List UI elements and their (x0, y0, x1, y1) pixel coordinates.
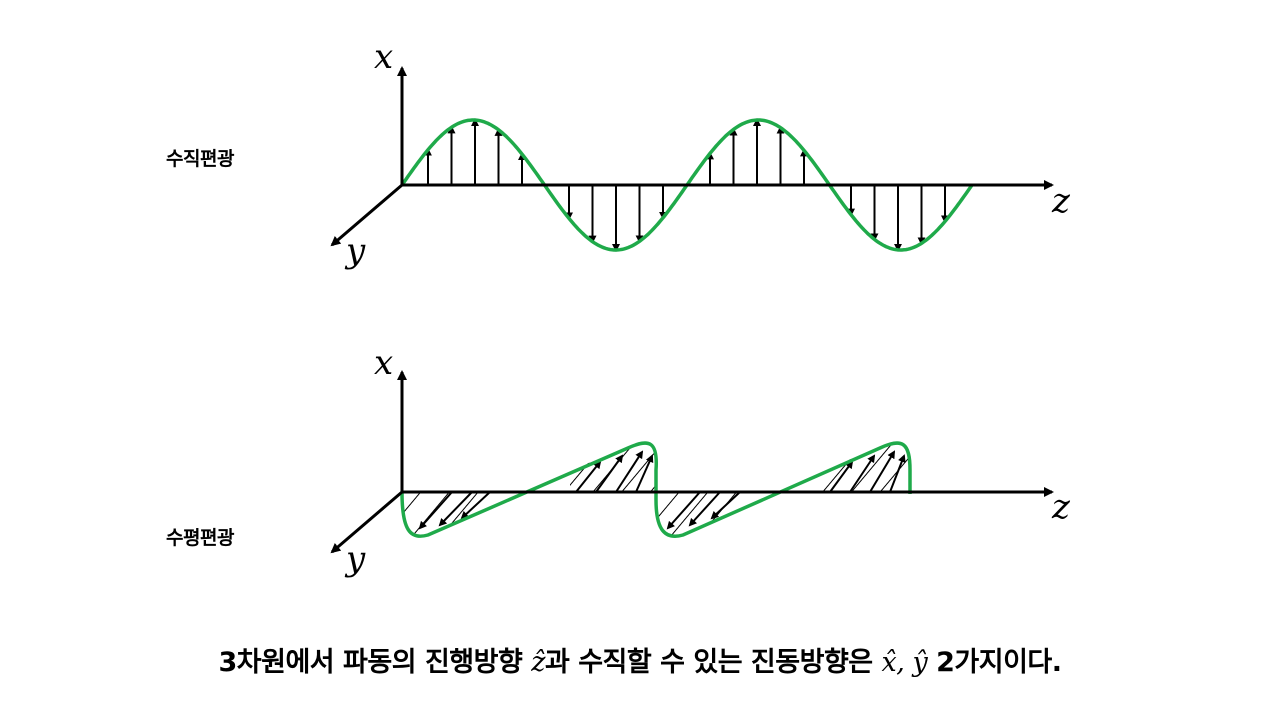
y-axis-label: y (344, 539, 366, 579)
horizontal-polarization-label: 수평편광 (166, 527, 234, 549)
vertical-polarization-panel: x z y (330, 37, 1071, 271)
field-vector-arrow (869, 450, 896, 493)
caption-middle: 과 수직할 수 있는 진동방향은 (544, 647, 882, 678)
field-vector-arrow (460, 491, 491, 520)
polarization-diagram: x z y x z y (330, 37, 1071, 579)
field-vector-arrow (595, 454, 624, 493)
y-axis-label: y (344, 231, 366, 271)
x-axis-label: x (374, 343, 393, 383)
y-axis-arrow (330, 183, 403, 247)
field-vectors-vertical (424, 118, 949, 252)
z-axis-label: z (1051, 181, 1071, 221)
field-vector-arrow (688, 491, 721, 527)
y-axis-arrow (330, 490, 403, 554)
caption-suffix: 2가지이다. (927, 647, 1062, 678)
vertical-polarization-label: 수직편광 (166, 148, 234, 170)
field-vector-arrow (438, 491, 473, 527)
caption: 3차원에서 파동의 진행방향 ẑ과 수직할 수 있는 진동방향은 x̂, ŷ 2… (0, 640, 1280, 679)
field-vector-arrow (829, 460, 854, 493)
field-vector-arrow (849, 454, 876, 493)
field-vector-arrow (635, 454, 654, 493)
field-vectors-horizontal (418, 450, 906, 530)
xy-hat-symbols: x̂, ŷ (881, 647, 928, 678)
field-vector-arrow (418, 491, 453, 530)
field-vector-arrow (666, 491, 701, 530)
field-vector-arrow (889, 454, 906, 493)
caption-prefix: 3차원에서 파동의 진행방향 (218, 647, 532, 678)
field-vector-arrow (710, 491, 741, 520)
z-axis-label: z (1051, 487, 1071, 527)
sawtooth-wave-horizontal (400, 441, 912, 538)
x-axis-label: x (374, 37, 393, 77)
z-hat-symbol: ẑ (531, 647, 545, 678)
field-vector-arrow (575, 460, 602, 493)
horizontal-polarization-panel: x z y (330, 343, 1071, 579)
field-vector-arrow (615, 450, 644, 493)
